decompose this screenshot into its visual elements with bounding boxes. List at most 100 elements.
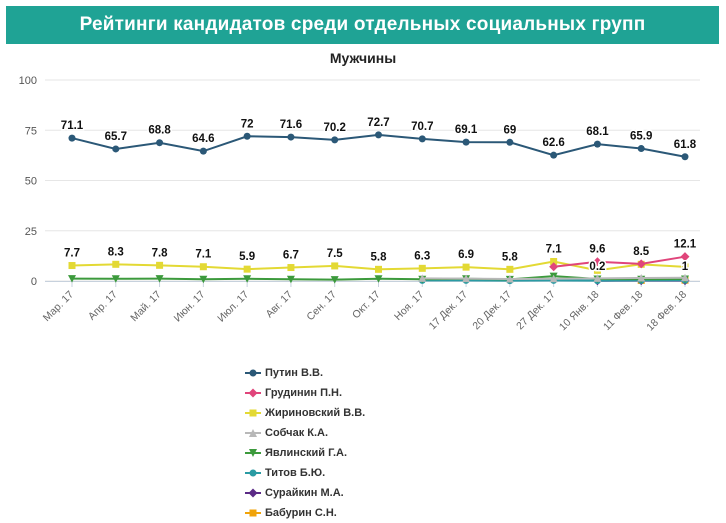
data-point [69, 135, 76, 142]
data-point [200, 263, 207, 270]
legend-symbol [245, 368, 261, 378]
data-label: 61.8 [674, 139, 697, 151]
y-tick-label: 75 [25, 125, 37, 137]
data-label: 7.5 [327, 248, 344, 260]
y-tick-label: 100 [19, 75, 37, 87]
x-tick-label: Май. 17 [128, 289, 164, 325]
legend-item[interactable]: Путин В.В. [245, 363, 365, 383]
data-label: 62.6 [542, 137, 564, 149]
legend-label: Собчак К.А. [265, 427, 328, 439]
data-label: 5.9 [239, 251, 255, 263]
x-tick-label: Июн. 17 [172, 289, 208, 325]
data-label: 68.1 [586, 126, 609, 138]
data-point [375, 266, 382, 273]
data-label: 9.6 [589, 244, 605, 256]
legend-label: Путин В.В. [265, 367, 323, 379]
data-label: 71.6 [280, 119, 302, 131]
x-tick-label: Окт. 17 [350, 289, 383, 322]
data-label: 7.1 [546, 244, 563, 256]
data-point [594, 141, 601, 148]
legend-symbol [245, 508, 261, 518]
legend-item[interactable]: Грудинин П.Н. [245, 383, 365, 403]
data-label: 65.7 [105, 131, 127, 143]
legend-label: Жириновский В.В. [265, 407, 365, 419]
data-point [244, 266, 251, 273]
data-point [419, 265, 426, 272]
legend-item[interactable]: Собчак К.А. [245, 423, 365, 443]
data-label: 5.8 [502, 251, 519, 263]
data-label: 72 [241, 118, 254, 130]
legend-label: Явлинский Г.А. [265, 447, 347, 459]
legend-label: Грудинин П.Н. [265, 387, 342, 399]
data-point [419, 135, 426, 142]
data-point [156, 139, 163, 146]
data-label: 6.7 [283, 250, 299, 262]
legend-item[interactable]: Титов Б.Ю. [245, 463, 365, 483]
data-point [463, 264, 470, 271]
data-label: 1 [682, 261, 689, 273]
x-tick-label: Ноя. 17 [392, 289, 426, 323]
data-point [112, 261, 119, 268]
legend-item[interactable]: Явлинский Г.А. [245, 443, 365, 463]
legend-label: Бабурин С.Н. [265, 507, 337, 519]
data-label: 65.9 [630, 131, 652, 143]
data-label: 7.7 [64, 248, 80, 260]
data-label: 8.3 [108, 246, 124, 258]
legend-label: Сурайкин М.А. [265, 487, 344, 499]
data-point [287, 134, 294, 141]
data-label: 70.2 [324, 122, 346, 134]
data-point [200, 148, 207, 155]
x-tick-label: 18 Фев. 18 [644, 289, 689, 334]
data-point [156, 262, 163, 269]
data-label: 6.9 [458, 249, 474, 261]
legend-symbol [245, 388, 261, 398]
y-tick-label: 50 [25, 176, 37, 188]
data-label: 71.1 [61, 120, 84, 132]
x-tick-label: 11 Фев. 18 [601, 289, 645, 333]
data-point [682, 153, 689, 160]
data-label: 7.1 [195, 249, 212, 261]
data-point [69, 262, 76, 269]
data-label: 6.3 [414, 250, 430, 262]
legend-symbol [245, 428, 261, 438]
data-label: 64.6 [192, 133, 214, 145]
x-tick-label: 10 Янв. 18 [557, 289, 602, 334]
data-point [287, 264, 294, 271]
data-point [244, 133, 251, 140]
data-label: 72.7 [367, 117, 389, 129]
y-tick-label: 0 [31, 276, 37, 288]
data-point [506, 139, 513, 146]
x-tick-label: Сен. 17 [304, 289, 339, 324]
legend-item[interactable]: Сурайкин М.А. [245, 483, 365, 503]
legend-item[interactable]: Бабурин С.Н. [245, 503, 365, 523]
legend-label: Титов Б.Ю. [265, 467, 325, 479]
data-label: 69 [503, 124, 516, 136]
data-point [331, 136, 338, 143]
x-tick-label: Июл. 17 [215, 289, 251, 325]
x-tick-label: Авг. 17 [263, 289, 295, 321]
x-tick-label: Мар. 17 [41, 289, 77, 325]
legend-symbol [245, 468, 261, 478]
data-label: 8.5 [633, 246, 650, 258]
data-point [506, 266, 513, 273]
y-tick-label: 25 [25, 226, 37, 238]
data-point [112, 145, 119, 152]
data-point [638, 145, 645, 152]
data-label: 12.1 [674, 239, 697, 251]
legend-symbol [245, 488, 261, 498]
data-label: 0.2 [589, 261, 605, 273]
data-point [375, 131, 382, 138]
chart-legend: Путин В.В. Грудинин П.Н. Жириновский В.В. С… [245, 363, 365, 523]
data-point [681, 252, 690, 261]
data-point [331, 262, 338, 269]
data-point [463, 139, 470, 146]
x-tick-label: 27 Дек. 17 [514, 289, 558, 333]
data-label: 5.8 [371, 251, 388, 263]
legend-item[interactable]: Жириновский В.В. [245, 403, 365, 423]
x-tick-label: 20 Дек. 17 [470, 289, 514, 333]
data-label: 70.7 [411, 121, 433, 133]
x-tick-label: 17 Дек. 17 [427, 289, 471, 333]
legend-symbol [245, 448, 261, 458]
data-point [550, 152, 557, 159]
